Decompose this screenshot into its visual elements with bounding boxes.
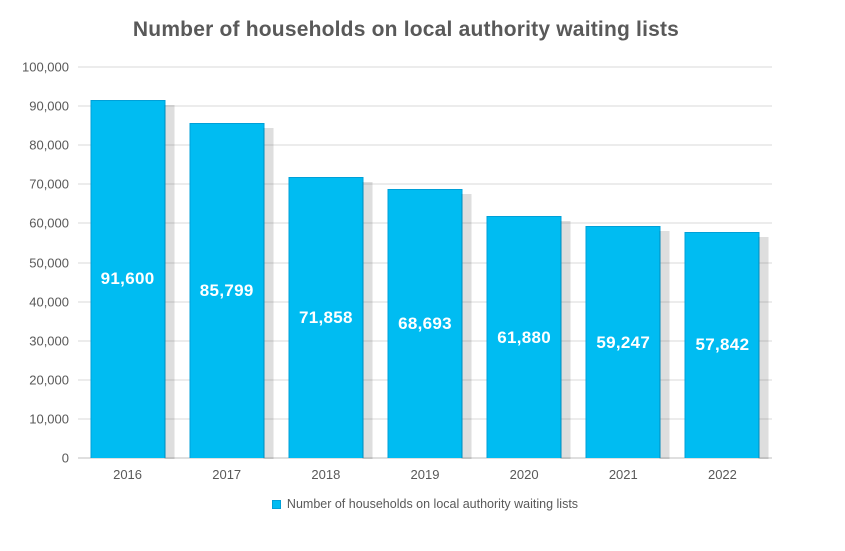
bar-value-label: 71,858 xyxy=(298,308,353,328)
bar-2022[interactable]: 57,842 xyxy=(684,231,769,460)
x-axis-labels: 2016 2017 2018 2019 2020 2021 2022 xyxy=(78,458,772,488)
x-tick-label: 2017 xyxy=(212,467,242,482)
x-axis-line xyxy=(78,457,772,459)
y-tick-label: 10,000 xyxy=(29,411,69,427)
x-tick-label: 2020 xyxy=(509,467,539,482)
y-tick-label: 40,000 xyxy=(29,294,69,310)
gridline xyxy=(78,144,772,146)
bar-value-label: 85,799 xyxy=(199,280,254,300)
y-tick-label: 90,000 xyxy=(29,98,69,114)
bar-2020[interactable]: 61,880 xyxy=(486,216,571,459)
x-tick-label: 2018 xyxy=(311,467,341,482)
legend-label: Number of households on local authority … xyxy=(286,497,579,511)
bar-value-label: 61,880 xyxy=(497,327,552,347)
bar-value-label: 57,842 xyxy=(695,335,750,355)
x-tick-label: 2021 xyxy=(608,467,638,482)
bar-2017[interactable]: 85,799 xyxy=(189,122,274,460)
bar-2018[interactable]: 71,858 xyxy=(288,177,373,459)
gridline xyxy=(78,183,772,185)
bars: 91,600 85,799 71,858 68,693 61,880 59,247 57,8… xyxy=(78,67,772,460)
gridline xyxy=(78,105,772,107)
bar-value-label: 59,247 xyxy=(596,332,651,352)
gridline xyxy=(78,66,772,68)
bar-2016[interactable]: 91,600 xyxy=(90,99,175,460)
bar-value-label: 91,600 xyxy=(100,269,155,289)
y-tick-label: 30,000 xyxy=(29,333,69,349)
y-tick-label: 70,000 xyxy=(29,176,69,192)
x-tick-label: 2022 xyxy=(707,467,737,482)
x-tick-label: 2016 xyxy=(113,467,143,482)
y-tick-label: 100,000 xyxy=(22,59,69,75)
bar-value-label: 68,693 xyxy=(398,314,452,334)
y-tick-label: 80,000 xyxy=(29,137,69,153)
bar-2021[interactable]: 59,247 xyxy=(585,226,670,459)
y-tick-label: 50,000 xyxy=(29,255,69,270)
y-tick-label: 60,000 xyxy=(29,215,69,231)
chart-title: Number of households on local authority … xyxy=(132,18,680,41)
legend[interactable]: Number of households on local authority … xyxy=(78,497,772,511)
x-tick-label: 2019 xyxy=(410,467,440,482)
plot-area: 0 10,000 20,000 30,000 40,000 50,000 60,000 70,… xyxy=(22,60,772,482)
y-tick-label: 20,000 xyxy=(29,372,69,388)
y-tick-label: 0 xyxy=(61,450,69,466)
bar-2019[interactable]: 68,693 xyxy=(387,189,472,459)
legend-swatch-icon xyxy=(271,499,281,509)
